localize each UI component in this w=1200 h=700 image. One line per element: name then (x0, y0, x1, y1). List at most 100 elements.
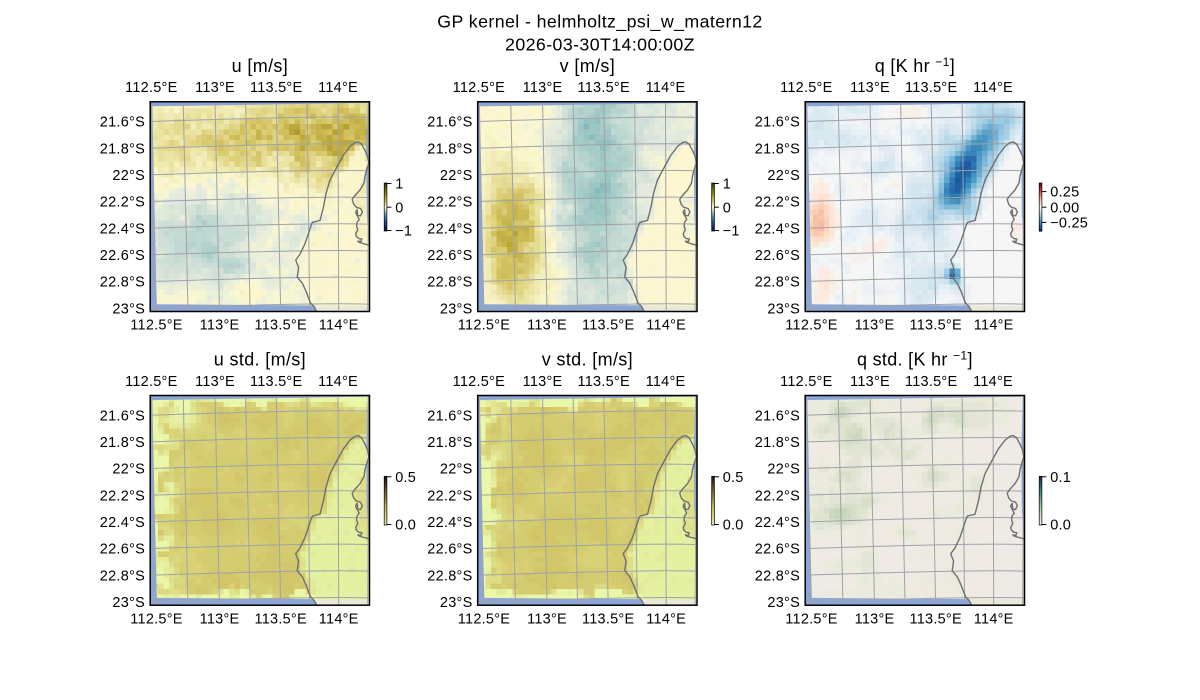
svg-text:22.8°S: 22.8°S (755, 275, 800, 291)
svg-text:113°E: 113°E (855, 318, 895, 334)
svg-text:113°E: 113°E (200, 611, 240, 627)
svg-text:22.2°S: 22.2°S (427, 195, 472, 211)
svg-text:113.5°E: 113.5°E (254, 318, 307, 334)
svg-text:113.5°E: 113.5°E (250, 80, 303, 96)
svg-text:0: 0 (723, 200, 731, 216)
svg-text:22.6°S: 22.6°S (427, 248, 472, 264)
svg-text:2026-03-30T14:00:00Z: 2026-03-30T14:00:00Z (505, 35, 695, 55)
svg-text:22.8°S: 22.8°S (755, 568, 800, 584)
svg-text:q std. [K hr −1]: q std. [K hr −1] (857, 349, 973, 370)
svg-text:u std. [m/s]: u std. [m/s] (214, 350, 306, 370)
svg-text:GP kernel - helmholtz_psi_w_ma: GP kernel - helmholtz_psi_w_matern12 (437, 12, 762, 33)
svg-text:21.6°S: 21.6°S (100, 408, 145, 424)
svg-text:112.5°E: 112.5°E (453, 374, 506, 390)
svg-text:22.6°S: 22.6°S (755, 542, 800, 558)
svg-text:112.5°E: 112.5°E (785, 318, 838, 334)
svg-text:22.6°S: 22.6°S (755, 248, 800, 264)
svg-text:112.5°E: 112.5°E (458, 611, 511, 627)
svg-text:v [m/s]: v [m/s] (560, 56, 615, 76)
svg-text:0: 0 (395, 200, 403, 216)
svg-text:114°E: 114°E (646, 80, 686, 96)
svg-text:22°S: 22°S (440, 462, 473, 478)
svg-text:22.4°S: 22.4°S (755, 515, 800, 531)
svg-text:22°S: 22°S (440, 168, 473, 184)
svg-text:0.5: 0.5 (723, 470, 744, 486)
svg-text:23°S: 23°S (112, 595, 145, 611)
svg-text:22.6°S: 22.6°S (100, 248, 145, 264)
svg-text:113°E: 113°E (200, 318, 240, 334)
svg-text:112.5°E: 112.5°E (125, 374, 178, 390)
svg-text:22.8°S: 22.8°S (100, 568, 145, 584)
svg-text:113.5°E: 113.5°E (909, 611, 962, 627)
svg-text:114°E: 114°E (973, 374, 1013, 390)
svg-text:112.5°E: 112.5°E (125, 80, 178, 96)
svg-text:113.5°E: 113.5°E (250, 374, 303, 390)
svg-text:112.5°E: 112.5°E (780, 80, 833, 96)
svg-text:1: 1 (723, 177, 731, 193)
svg-text:0.0: 0.0 (395, 518, 416, 534)
svg-text:22.4°S: 22.4°S (100, 515, 145, 531)
svg-text:21.8°S: 21.8°S (755, 435, 800, 451)
svg-text:112.5°E: 112.5°E (780, 374, 833, 390)
svg-text:22.4°S: 22.4°S (100, 221, 145, 237)
svg-text:112.5°E: 112.5°E (130, 611, 183, 627)
svg-text:113.5°E: 113.5°E (582, 318, 635, 334)
svg-text:112.5°E: 112.5°E (785, 611, 838, 627)
svg-text:114°E: 114°E (318, 80, 358, 96)
svg-text:23°S: 23°S (440, 595, 473, 611)
svg-text:−1: −1 (395, 224, 412, 240)
svg-text:113.5°E: 113.5°E (909, 318, 962, 334)
svg-text:21.6°S: 21.6°S (755, 115, 800, 131)
svg-text:113.5°E: 113.5°E (577, 374, 630, 390)
svg-text:22°S: 22°S (767, 168, 800, 184)
svg-text:21.6°S: 21.6°S (427, 408, 472, 424)
svg-text:23°S: 23°S (767, 595, 800, 611)
svg-text:21.6°S: 21.6°S (755, 408, 800, 424)
svg-text:0.5: 0.5 (395, 470, 416, 486)
svg-text:q [K hr −1]: q [K hr −1] (875, 55, 955, 76)
svg-text:22.4°S: 22.4°S (427, 515, 472, 531)
svg-text:22.2°S: 22.2°S (100, 488, 145, 504)
svg-text:22.8°S: 22.8°S (427, 275, 472, 291)
svg-text:113.5°E: 113.5°E (905, 374, 958, 390)
svg-text:113.5°E: 113.5°E (582, 611, 635, 627)
svg-text:0.00: 0.00 (1050, 200, 1079, 216)
svg-text:22.8°S: 22.8°S (427, 568, 472, 584)
svg-text:23°S: 23°S (112, 301, 145, 317)
svg-text:23°S: 23°S (440, 301, 473, 317)
svg-text:114°E: 114°E (974, 611, 1014, 627)
svg-text:21.8°S: 21.8°S (755, 141, 800, 157)
svg-text:22.2°S: 22.2°S (755, 488, 800, 504)
svg-text:114°E: 114°E (646, 374, 686, 390)
svg-text:22°S: 22°S (112, 168, 145, 184)
svg-text:114°E: 114°E (973, 80, 1013, 96)
svg-text:22.6°S: 22.6°S (100, 542, 145, 558)
svg-text:113.5°E: 113.5°E (577, 80, 630, 96)
svg-text:113°E: 113°E (523, 80, 563, 96)
svg-text:22.6°S: 22.6°S (427, 542, 472, 558)
svg-text:113.5°E: 113.5°E (254, 611, 307, 627)
svg-text:22°S: 22°S (112, 462, 145, 478)
svg-text:22.2°S: 22.2°S (755, 195, 800, 211)
svg-text:112.5°E: 112.5°E (130, 318, 183, 334)
svg-text:22.4°S: 22.4°S (427, 221, 472, 237)
svg-text:−1: −1 (723, 224, 740, 240)
svg-text:113°E: 113°E (195, 374, 235, 390)
svg-text:21.8°S: 21.8°S (427, 141, 472, 157)
svg-text:v std. [m/s]: v std. [m/s] (542, 350, 633, 370)
svg-text:113°E: 113°E (523, 374, 563, 390)
svg-text:114°E: 114°E (318, 374, 358, 390)
svg-text:113°E: 113°E (850, 374, 890, 390)
svg-text:0.0: 0.0 (723, 518, 744, 534)
svg-text:22.8°S: 22.8°S (100, 275, 145, 291)
svg-text:21.6°S: 21.6°S (100, 115, 145, 131)
svg-text:114°E: 114°E (319, 318, 359, 334)
svg-text:22°S: 22°S (767, 462, 800, 478)
svg-text:114°E: 114°E (646, 611, 686, 627)
svg-text:112.5°E: 112.5°E (458, 318, 511, 334)
svg-text:21.8°S: 21.8°S (100, 435, 145, 451)
svg-text:0.0: 0.0 (1050, 518, 1071, 534)
svg-text:113°E: 113°E (855, 611, 895, 627)
svg-text:114°E: 114°E (319, 611, 359, 627)
svg-text:22.4°S: 22.4°S (755, 221, 800, 237)
